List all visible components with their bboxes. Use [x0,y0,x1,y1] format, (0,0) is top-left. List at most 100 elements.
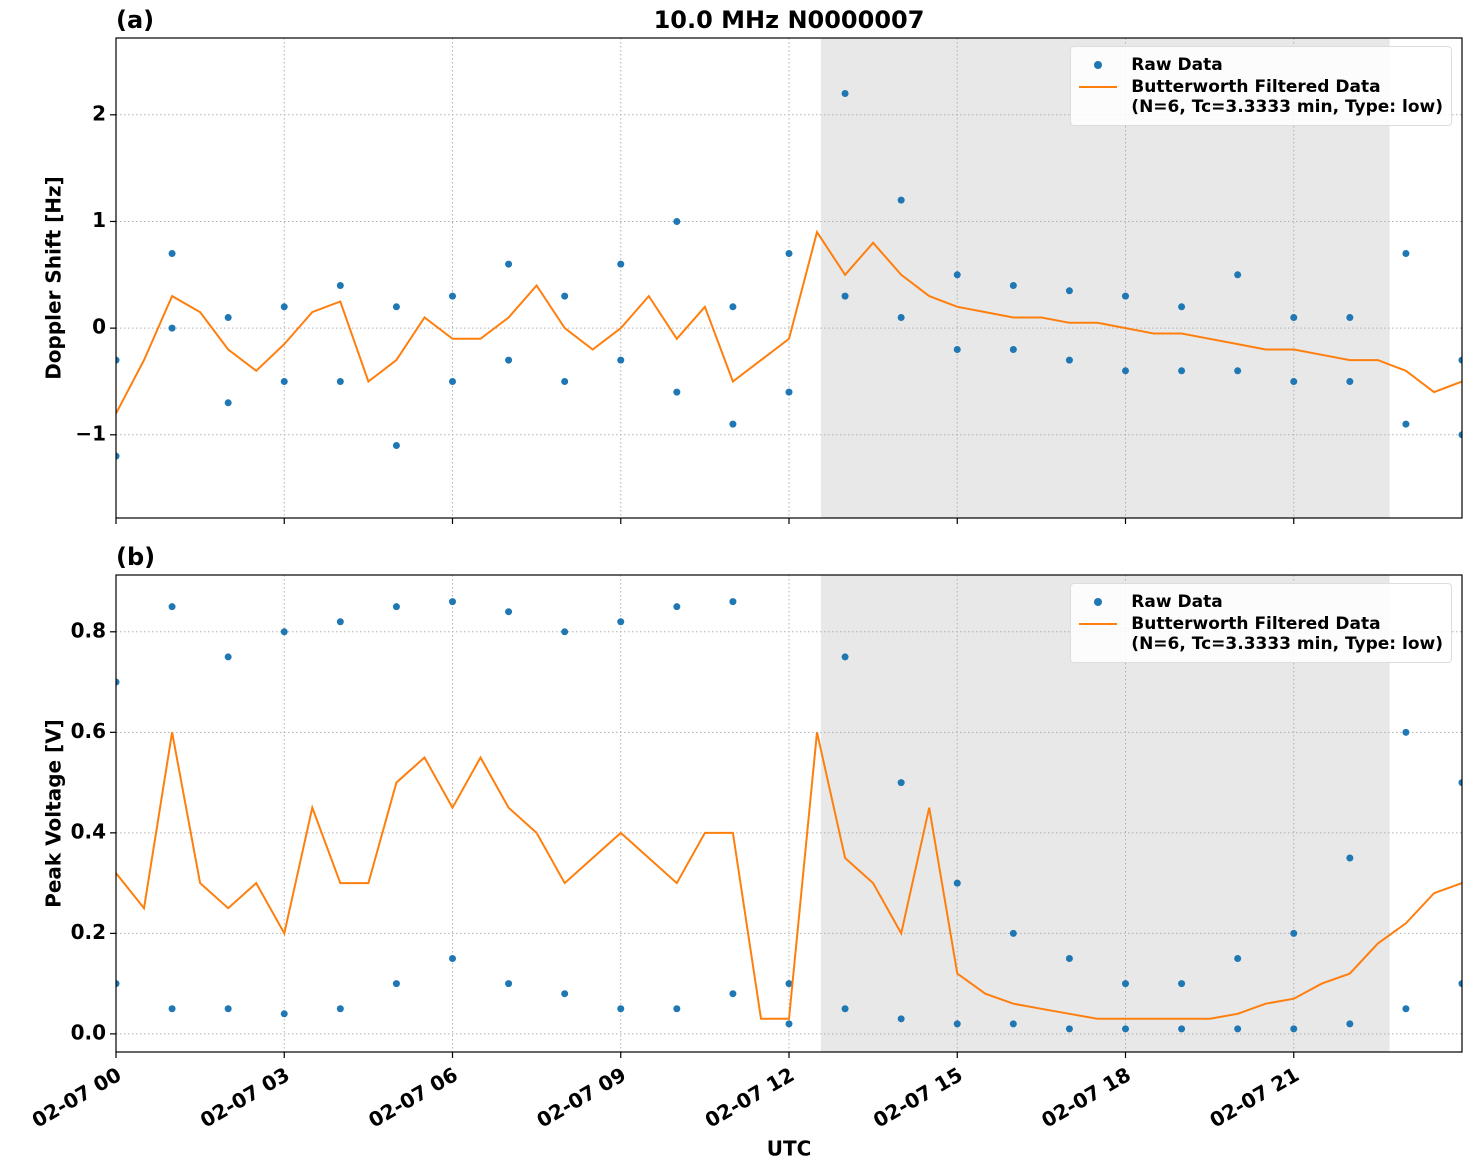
raw-point [841,653,849,661]
raw-point [617,1005,625,1013]
legend-marker [1094,61,1103,69]
legend-key [1079,55,1117,75]
legend-entry: Raw Data [1079,55,1443,75]
y-tick-label: 0 [92,315,106,339]
y-axis-label: Doppler Shift [Hz] [42,176,66,380]
raw-point [561,628,569,636]
raw-point [336,281,344,289]
legend-label: Butterworth Filtered Data (N=6, Tc=3.333… [1131,614,1443,654]
x-tick-label: 02-07 09 [532,1062,630,1132]
raw-point [897,313,905,321]
raw-point [336,618,344,626]
raw-point [673,388,681,396]
raw-point [1458,779,1462,787]
raw-point [336,377,344,385]
raw-point [336,1005,344,1013]
raw-point [897,196,905,204]
raw-point [1065,287,1073,295]
filtered-line [116,229,1462,414]
raw-point [392,603,400,611]
axes-frame [115,574,1463,1053]
legend-label: Butterworth Filtered Data (N=6, Tc=3.333… [1131,77,1443,117]
raw-point [505,356,513,364]
raw-point [1458,431,1462,439]
raw-point [785,980,793,988]
raw-point [1346,1020,1354,1028]
raw-point [561,990,569,998]
raw-point [505,260,513,268]
chart-title: 10.0 MHz N0000007 [654,6,925,34]
raw-point [729,990,737,998]
raw-point [1346,313,1354,321]
raw-point [280,1010,288,1018]
legend-key [1079,77,1118,97]
x-tick-label: 02-07 12 [701,1062,799,1132]
y-tick-label: 2 [92,101,106,125]
raw-point [1290,377,1298,385]
raw-point [449,598,456,606]
raw-point [224,313,232,321]
y-tick-label: 0.2 [71,920,106,944]
x-tick-label: 02-07 18 [1037,1062,1135,1132]
raw-point [1122,367,1129,375]
filtered-line [116,732,1462,1020]
raw-point [561,377,569,385]
raw-point [1346,854,1354,862]
legend-key [1079,614,1118,634]
raw-point [168,603,176,611]
x-tick-label: 02-07 15 [869,1062,967,1132]
raw-point [392,980,400,988]
raw-point [953,1020,961,1028]
raw-point [505,608,513,616]
raw-point [1458,356,1462,364]
raw-point [1234,367,1242,375]
raw-point [897,1015,905,1023]
raw-point [1346,377,1354,385]
raw-point [673,217,681,225]
raw-point [617,356,625,364]
x-axis-label: UTC [767,1137,812,1161]
raw-point [897,779,905,787]
raw-point [785,249,793,257]
raw-point [449,292,456,300]
raw-point [1402,249,1410,257]
raw-point [1178,367,1186,375]
legend-marker [1094,598,1103,606]
raw-point [280,628,288,636]
raw-point [1234,955,1242,963]
raw-point [1234,1025,1242,1033]
legend-entry: Butterworth Filtered Data (N=6, Tc=3.333… [1079,77,1443,117]
raw-point [1178,1025,1186,1033]
raw-point [729,303,737,311]
raw-point [116,356,120,364]
legend-label: Raw Data [1131,592,1223,612]
raw-point [1402,420,1410,428]
panel-label: (b) [116,543,155,571]
raw-point [953,271,961,279]
legend-label: Raw Data [1131,55,1223,75]
raw-point [1402,1005,1410,1013]
raw-point [280,377,288,385]
raw-point [673,603,681,611]
raw-point [729,598,737,606]
raw-point [1122,292,1129,300]
raw-point [505,980,513,988]
raw-point [1234,271,1242,279]
raw-point [1458,980,1462,988]
raw-point [785,1020,793,1028]
raw-point [224,399,232,407]
legend-entry: Butterworth Filtered Data (N=6, Tc=3.333… [1079,614,1443,654]
x-tick-label: 02-07 06 [364,1062,462,1132]
raw-point [224,653,232,661]
raw-point [1009,345,1017,353]
raw-point [1290,929,1298,937]
x-tick-label: 02-07 21 [1205,1062,1303,1132]
raw-point [1065,955,1073,963]
raw-point [1065,356,1073,364]
axes-frame [115,37,1463,519]
legend-entry: Raw Data [1079,592,1443,612]
raw-point [280,303,288,311]
plot-area [116,598,1462,1033]
raw-point [953,345,961,353]
